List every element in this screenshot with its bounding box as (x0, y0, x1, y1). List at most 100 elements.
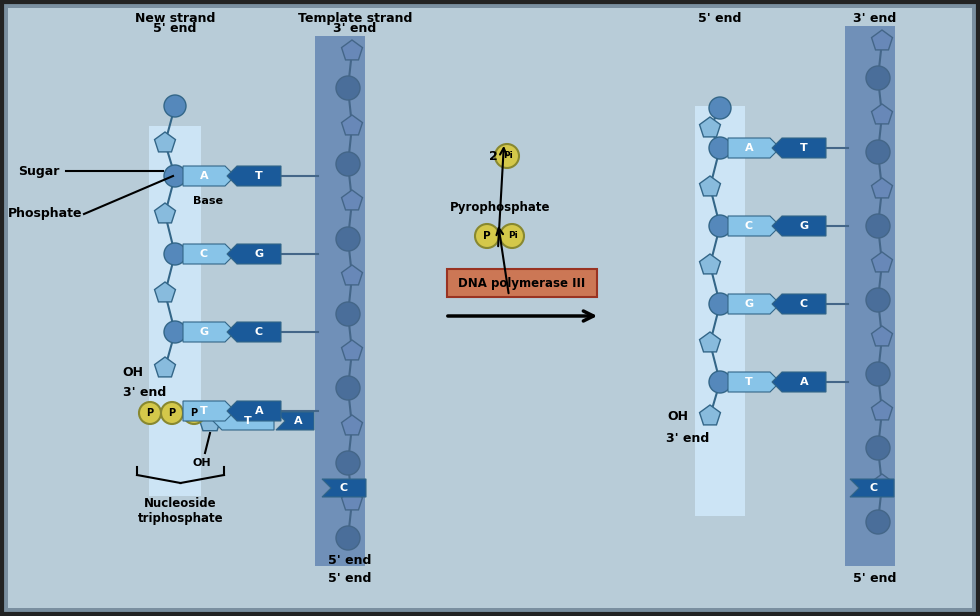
Text: 2: 2 (489, 150, 498, 163)
Text: Base: Base (193, 196, 223, 206)
Text: P: P (169, 408, 175, 418)
Text: OH: OH (667, 410, 689, 423)
Polygon shape (700, 332, 720, 352)
Polygon shape (700, 254, 720, 274)
Text: P: P (190, 408, 198, 418)
Text: 3' end: 3' end (666, 431, 710, 445)
Circle shape (709, 293, 731, 315)
Text: P: P (146, 408, 154, 418)
Polygon shape (342, 115, 363, 135)
Circle shape (475, 224, 499, 248)
Text: 5' end: 5' end (153, 22, 197, 35)
Polygon shape (772, 138, 826, 158)
Text: 5' end: 5' end (328, 554, 371, 567)
Text: A: A (745, 143, 754, 153)
Polygon shape (728, 372, 780, 392)
Polygon shape (772, 372, 826, 392)
Polygon shape (700, 176, 720, 196)
Polygon shape (342, 490, 363, 510)
Text: G: G (255, 249, 264, 259)
Text: Pi: Pi (508, 232, 517, 240)
Polygon shape (155, 203, 175, 223)
Text: Sugar: Sugar (18, 164, 60, 177)
Circle shape (164, 243, 186, 265)
Text: T: T (800, 143, 808, 153)
Circle shape (336, 302, 360, 326)
Circle shape (866, 510, 890, 534)
Polygon shape (871, 252, 893, 272)
Polygon shape (728, 216, 780, 236)
Polygon shape (871, 104, 893, 124)
Polygon shape (871, 326, 893, 346)
Text: P: P (483, 231, 491, 241)
Polygon shape (342, 40, 363, 60)
Circle shape (336, 152, 360, 176)
Bar (845, 26, 895, 566)
Polygon shape (772, 294, 826, 314)
Polygon shape (183, 166, 235, 186)
Polygon shape (342, 265, 363, 285)
Polygon shape (227, 166, 281, 186)
Circle shape (164, 95, 186, 117)
Circle shape (709, 137, 731, 159)
Text: 5' end: 5' end (328, 572, 371, 585)
Text: New strand: New strand (135, 12, 216, 25)
Polygon shape (728, 294, 780, 314)
Text: A: A (255, 406, 264, 416)
Polygon shape (850, 479, 894, 497)
Text: C: C (870, 483, 878, 493)
Text: C: C (255, 327, 263, 337)
Text: T: T (255, 171, 263, 181)
Polygon shape (227, 244, 281, 264)
Text: G: G (200, 327, 209, 337)
Text: 3' end: 3' end (333, 22, 376, 35)
Polygon shape (342, 190, 363, 210)
Polygon shape (155, 132, 175, 152)
Circle shape (164, 321, 186, 343)
Circle shape (866, 436, 890, 460)
Polygon shape (227, 401, 281, 421)
Polygon shape (342, 415, 363, 435)
Text: 5' end: 5' end (699, 12, 742, 25)
Text: Nucleoside
triphosphate: Nucleoside triphosphate (137, 497, 223, 525)
Circle shape (336, 376, 360, 400)
Polygon shape (227, 322, 281, 342)
Circle shape (709, 215, 731, 237)
Polygon shape (155, 357, 175, 377)
Polygon shape (276, 412, 314, 430)
Circle shape (866, 66, 890, 90)
Polygon shape (213, 412, 274, 430)
Text: 3' end: 3' end (123, 386, 167, 400)
Polygon shape (871, 178, 893, 198)
Polygon shape (199, 409, 221, 431)
Polygon shape (183, 401, 235, 421)
Polygon shape (700, 405, 720, 425)
Polygon shape (728, 138, 780, 158)
Polygon shape (183, 322, 235, 342)
Text: Phosphate: Phosphate (8, 208, 82, 221)
Circle shape (866, 362, 890, 386)
Text: Pyrophosphate: Pyrophosphate (450, 201, 550, 214)
Circle shape (336, 451, 360, 475)
Text: 5' end: 5' end (854, 572, 897, 585)
Polygon shape (183, 244, 235, 264)
Circle shape (866, 288, 890, 312)
Circle shape (139, 402, 161, 424)
Polygon shape (700, 117, 720, 137)
Circle shape (866, 214, 890, 238)
Circle shape (161, 402, 183, 424)
Bar (149, 126, 201, 496)
Polygon shape (772, 216, 826, 236)
Polygon shape (871, 30, 893, 50)
Circle shape (709, 371, 731, 393)
Text: G: G (800, 221, 808, 231)
Circle shape (709, 97, 731, 119)
Text: T: T (200, 406, 208, 416)
Text: C: C (745, 221, 753, 231)
Text: Pi: Pi (503, 150, 513, 160)
Circle shape (164, 165, 186, 187)
FancyBboxPatch shape (447, 269, 597, 297)
Circle shape (866, 140, 890, 164)
Text: A: A (200, 171, 209, 181)
Polygon shape (871, 400, 893, 420)
